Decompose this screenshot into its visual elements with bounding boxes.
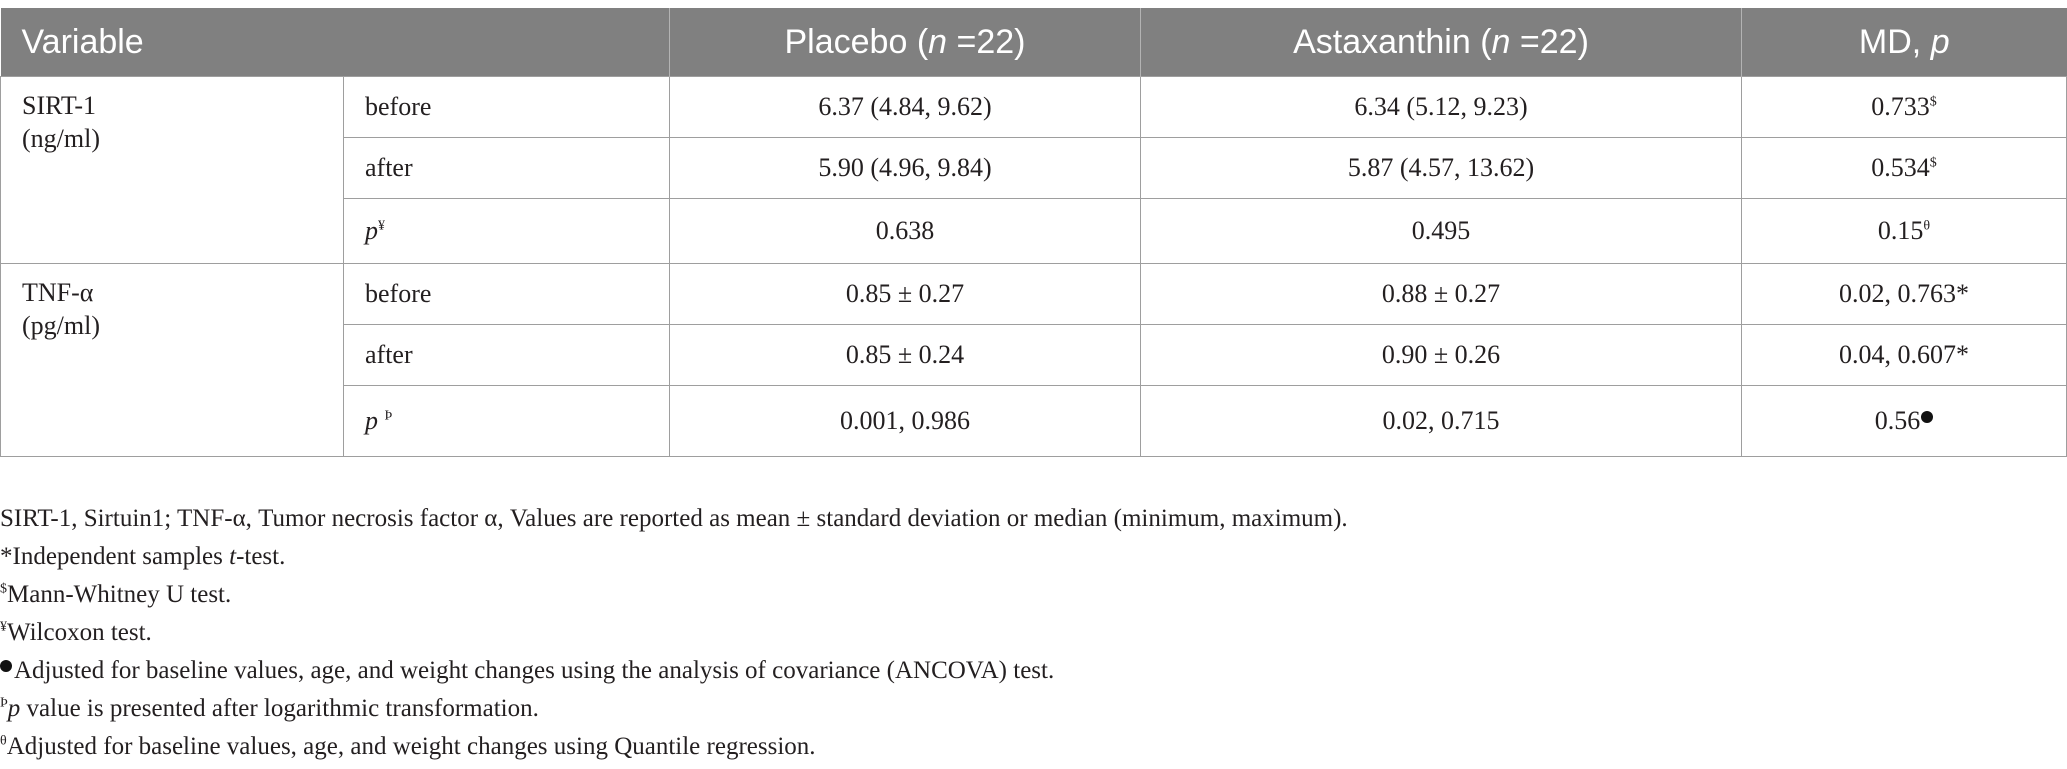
md-value: 0.733$	[1741, 76, 2067, 138]
row-label: before	[342, 263, 671, 325]
variable-cell-sirt1: SIRT-1 (ng/ml)	[0, 76, 344, 264]
astaxanthin-value: 6.34 (5.12, 9.23)	[1140, 76, 1743, 138]
filled-circle-icon	[1921, 411, 1934, 423]
footnote-mann-whitney: $Mann-Whitney U test.	[0, 581, 232, 608]
variable-unit: (ng/ml)	[22, 124, 100, 153]
footnote-quantile: θAdjusted for baseline values, age, and …	[0, 733, 816, 760]
table-row: TNF-α (pg/ml) before 0.85 ± 0.27 0.88 ± …	[0, 263, 2067, 457]
filled-circle-icon	[0, 660, 12, 672]
table-row: SIRT-1 (ng/ml) before 6.37 (4.84, 9.62) …	[0, 76, 2067, 264]
table-body: SIRT-1 (ng/ml) before 6.37 (4.84, 9.62) …	[0, 76, 2067, 457]
variable-name: TNF-α	[22, 278, 94, 307]
astaxanthin-value: 0.90 ± 0.26	[1140, 324, 1743, 386]
header-astaxanthin: Astaxanthin (n =22)	[1140, 8, 1743, 77]
row-label: after	[342, 324, 671, 386]
header-md: MD, p	[1741, 8, 2067, 77]
row-label: after	[342, 137, 671, 199]
header-variable: Variable	[0, 8, 671, 77]
md-value: 0.04, 0.607*	[1741, 324, 2067, 386]
table-header: Variable Placebo (n =22) Astaxanthin (n …	[0, 8, 2067, 77]
footnote-log: Þp value is presented after logarithmic …	[0, 695, 539, 722]
footnote-ancova: Adjusted for baseline values, age, and w…	[0, 652, 1348, 690]
variable-unit: (pg/ml)	[22, 311, 100, 340]
astaxanthin-value: 0.88 ± 0.27	[1140, 263, 1743, 325]
results-table-wrapper: Variable Placebo (n =22) Astaxanthin (n …	[0, 8, 2067, 457]
header-placebo: Placebo (n =22)	[669, 8, 1142, 77]
results-table: Variable Placebo (n =22) Astaxanthin (n …	[0, 8, 2067, 457]
row-label: p¥	[342, 198, 671, 264]
variable-cell-tnf: TNF-α (pg/ml)	[0, 263, 344, 457]
row-label: before	[342, 76, 671, 138]
footnote-abbreviations: SIRT-1, Sirtuin1; TNF-α, Tumor necrosis …	[0, 505, 1348, 532]
variable-name: SIRT-1	[22, 91, 97, 120]
placebo-value: 0.638	[669, 198, 1142, 264]
md-value: 0.56	[1741, 385, 2067, 457]
md-value: 0.534$	[1741, 137, 2067, 199]
md-value: 0.15θ	[1741, 198, 2067, 264]
placebo-value: 5.90 (4.96, 9.84)	[669, 137, 1142, 199]
placebo-value: 0.85 ± 0.27	[669, 263, 1142, 325]
table-footnotes: SIRT-1, Sirtuin1; TNF-α, Tumor necrosis …	[0, 500, 1348, 766]
astaxanthin-value: 0.02, 0.715	[1140, 385, 1743, 457]
placebo-value: 6.37 (4.84, 9.62)	[669, 76, 1142, 138]
table-row: after 0.85 ± 0.24 0.90 ± 0.26 0.04, 0.60…	[1, 324, 2067, 386]
md-value: 0.02, 0.763*	[1741, 263, 2067, 325]
placebo-value: 0.85 ± 0.24	[669, 324, 1142, 386]
astaxanthin-value: 5.87 (4.57, 13.62)	[1140, 137, 1743, 199]
astaxanthin-value: 0.495	[1140, 198, 1743, 264]
footnote-wilcoxon: ¥Wilcoxon test.	[0, 619, 152, 646]
table-row: p Þ 0.001, 0.986 0.02, 0.715 0.56	[1, 385, 2067, 457]
footnote-ttest: *Independent samples t-test.	[0, 543, 286, 570]
table-row: p¥ 0.638 0.495 0.15θ	[1, 198, 2067, 264]
row-label: p Þ	[342, 385, 671, 457]
placebo-value: 0.001, 0.986	[669, 385, 1142, 457]
